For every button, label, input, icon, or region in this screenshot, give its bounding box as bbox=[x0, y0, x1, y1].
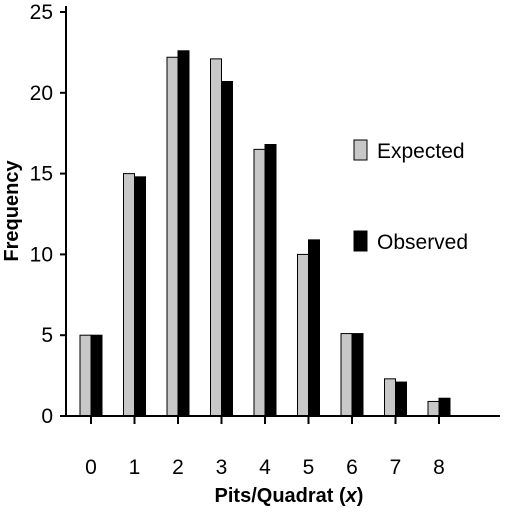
y-tick-label-0: 0 bbox=[41, 405, 53, 428]
x-tick-label-5: 5 bbox=[303, 456, 315, 479]
bar-observed-4 bbox=[264, 144, 277, 417]
x-axis-title: Pits/Quadrat (x) bbox=[215, 485, 364, 507]
bar-observed-7 bbox=[395, 381, 407, 417]
bar-expected-8 bbox=[427, 400, 440, 417]
x-tick-label-3: 3 bbox=[216, 456, 228, 479]
legend: Expected Observed bbox=[353, 139, 468, 254]
bar-expected-6 bbox=[340, 333, 353, 417]
legend-swatch-expected bbox=[353, 139, 368, 161]
bar-observed-3 bbox=[221, 80, 233, 417]
bar-observed-2 bbox=[177, 50, 190, 417]
bar-observed-0 bbox=[90, 334, 103, 417]
y-tick-label-15: 15 bbox=[30, 163, 53, 186]
bar-observed-8 bbox=[438, 397, 451, 417]
bar-observed-1 bbox=[134, 176, 146, 417]
legend-label-expected: Expected bbox=[377, 140, 465, 163]
axes-group bbox=[65, 6, 500, 417]
bar-expected-1 bbox=[123, 173, 135, 417]
bar-expected-7 bbox=[384, 378, 396, 417]
y-tick-label-10: 10 bbox=[30, 243, 53, 266]
y-tick-label-25: 25 bbox=[30, 1, 53, 24]
x-tick-label-4: 4 bbox=[259, 456, 271, 479]
y-axis-title: Frequency bbox=[1, 160, 23, 262]
y-tick-label-5: 5 bbox=[41, 324, 53, 347]
bar-observed-6 bbox=[351, 333, 364, 417]
x-ticks-group: 0 1 2 3 4 5 6 7 8 bbox=[85, 416, 445, 479]
legend-label-observed: Observed bbox=[377, 231, 468, 254]
x-tick-label-0: 0 bbox=[85, 456, 97, 479]
x-tick-label-7: 7 bbox=[390, 456, 402, 479]
bar-expected-3 bbox=[210, 58, 222, 417]
y-tick-label-20: 20 bbox=[30, 82, 53, 105]
y-ticks-group: 0 5 10 15 20 25 bbox=[30, 1, 66, 428]
x-tick-label-1: 1 bbox=[129, 456, 141, 479]
legend-swatch-observed bbox=[353, 230, 368, 252]
bar-expected-4 bbox=[253, 148, 266, 417]
x-tick-label-2: 2 bbox=[172, 456, 184, 479]
bar-expected-5 bbox=[297, 253, 309, 417]
bar-expected-0 bbox=[79, 334, 92, 417]
bar-expected-2 bbox=[166, 56, 179, 417]
bar-observed-5 bbox=[308, 239, 320, 417]
bars-group bbox=[79, 50, 451, 417]
x-tick-label-6: 6 bbox=[346, 456, 358, 479]
x-tick-label-8: 8 bbox=[433, 456, 445, 479]
